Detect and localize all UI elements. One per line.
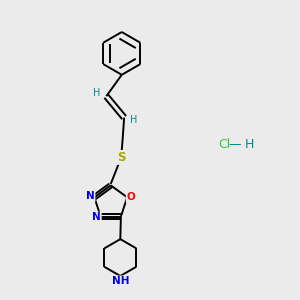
Text: N: N	[92, 212, 101, 222]
Text: NH: NH	[112, 276, 129, 286]
Text: S: S	[117, 151, 125, 164]
Text: O: O	[127, 192, 135, 202]
Text: Cl: Cl	[218, 138, 231, 151]
Text: H: H	[93, 88, 100, 98]
Text: —: —	[229, 138, 241, 151]
Text: N: N	[86, 191, 94, 201]
Text: H: H	[245, 138, 254, 151]
Text: H: H	[130, 115, 137, 125]
